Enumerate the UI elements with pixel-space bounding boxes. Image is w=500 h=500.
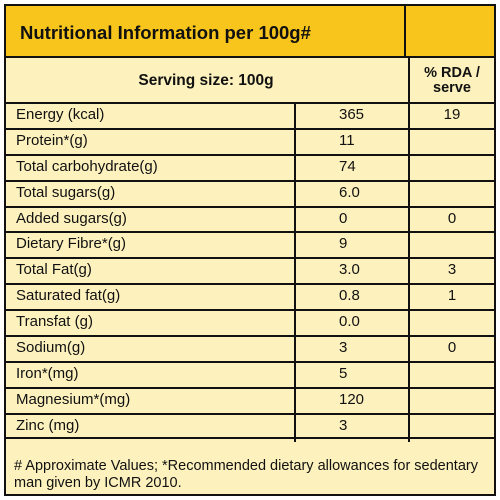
- table-row: Saturated fat(g) 0.8 1: [6, 283, 494, 309]
- nutrient-value: 6.0: [339, 183, 360, 201]
- nutrient-value: 74: [339, 157, 356, 175]
- nutrient-name: Total Fat(g): [16, 261, 92, 279]
- table-row: Magnesium*(mg) 120: [6, 386, 494, 413]
- nutrient-name: Total sugars(g): [16, 183, 116, 201]
- nutrient-name: Added sugars(g): [16, 209, 127, 227]
- nutrient-value: 0.0: [339, 313, 360, 331]
- rda-column-divider: [408, 58, 410, 442]
- nutrient-name: Transfat (g): [16, 313, 93, 331]
- nutrient-name: Total carbohydrate(g): [16, 157, 158, 175]
- nutrient-value: 0.8: [339, 287, 360, 305]
- nutrient-table: Energy (kcal) 365 19 Protein*(g) 11 Total car…: [6, 102, 494, 439]
- nutrition-title: Nutritional Information per 100g#: [20, 22, 311, 43]
- table-row: Sodium(g) 3 0: [6, 335, 494, 361]
- nutrient-value: 365: [339, 106, 365, 123]
- nutrient-value: 120: [339, 390, 365, 408]
- nutrient-name: Sodium(g): [16, 339, 86, 357]
- rda-column-header: % RDA / serve: [424, 65, 480, 96]
- nutrient-rda: 0: [447, 339, 457, 357]
- nutrient-name: Energy (kcal): [16, 106, 105, 123]
- serving-size-label: Serving size: 100g: [138, 72, 274, 89]
- nutrient-value: 3: [339, 416, 348, 434]
- table-row: Total carbohydrate(g) 74: [6, 153, 494, 180]
- nutrient-name: Saturated fat(g): [16, 287, 121, 305]
- nutrient-rda: [410, 363, 494, 387]
- footnote: # Approximate Values; *Recommended dieta…: [14, 458, 478, 491]
- nutrient-rda: 1: [447, 287, 457, 305]
- nutrient-rda: 0: [447, 209, 457, 227]
- nutrient-rda: [410, 233, 494, 257]
- nutrient-value: 0: [339, 209, 348, 227]
- nutrient-value: 5: [339, 364, 348, 382]
- nutrient-rda: 3: [447, 261, 457, 279]
- nutrition-header: Nutritional Information per 100g#: [6, 6, 494, 58]
- nutrient-rda: [410, 130, 494, 154]
- nutrient-value: 9: [339, 235, 348, 253]
- name-column-divider: [294, 102, 296, 442]
- nutrient-rda: [410, 389, 494, 413]
- table-row: Energy (kcal) 365 19: [6, 102, 494, 128]
- nutrient-rda: [410, 311, 494, 335]
- nutrition-panel: Nutritional Information per 100g# Servin…: [4, 4, 496, 496]
- header-divider: [404, 6, 406, 56]
- serving-row: Serving size: 100g % RDA / serve: [6, 64, 494, 104]
- table-row: Zinc (mg) 3: [6, 412, 494, 439]
- nutrient-value: 3: [339, 339, 348, 357]
- table-row: Total Fat(g) 3.0 3: [6, 257, 494, 283]
- nutrient-rda: [410, 182, 494, 206]
- table-row: Transfat (g) 0.0: [6, 309, 494, 335]
- nutrient-value: 11: [339, 131, 355, 149]
- table-row: Dietary Fibre*(g) 9: [6, 231, 494, 257]
- table-row: Protein*(g) 11: [6, 127, 494, 154]
- nutrient-name: Dietary Fibre*(g): [16, 235, 127, 253]
- table-row: Iron*(mg) 5: [6, 360, 494, 387]
- table-row: Total sugars(g) 6.0: [6, 179, 494, 206]
- table-row: Added sugars(g) 0 0: [6, 205, 494, 232]
- nutrient-name: Magnesium*(mg): [16, 390, 131, 408]
- nutrient-rda: [410, 156, 494, 180]
- nutrient-name: Iron*(mg): [16, 364, 79, 382]
- nutrient-rda: 19: [443, 106, 461, 123]
- nutrient-value: 3.0: [339, 261, 360, 279]
- nutrient-rda: [410, 415, 494, 437]
- nutrient-name: Zinc (mg): [16, 416, 80, 434]
- nutrient-name: Protein*(g): [16, 131, 88, 149]
